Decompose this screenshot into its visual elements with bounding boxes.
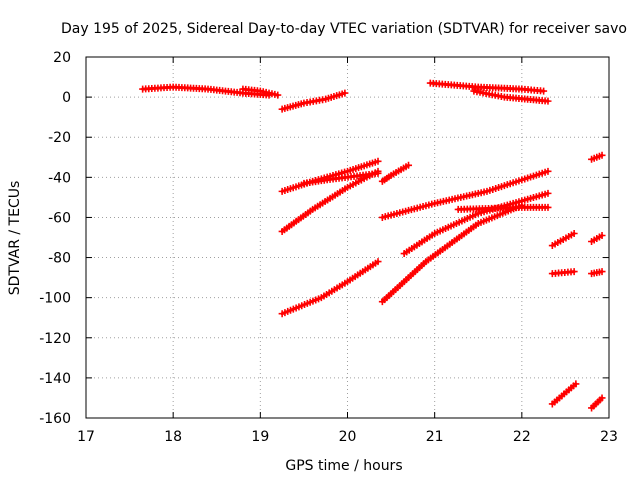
data-series-track-8 (378, 161, 413, 185)
y-tick-label: -120 (39, 331, 71, 347)
x-tick-label: 20 (339, 429, 357, 445)
plus-markers (278, 167, 382, 235)
y-tick-label: 0 (62, 90, 71, 106)
y-tick-label: -160 (39, 411, 71, 427)
y-tick-label: -20 (48, 130, 71, 146)
x-tick-label: 17 (77, 429, 95, 445)
plus-markers (278, 258, 382, 318)
y-tick-label: -40 (48, 170, 71, 186)
x-tick-label: 18 (164, 429, 182, 445)
y-tick-label: -100 (39, 291, 71, 307)
y-tick-label: 20 (53, 50, 71, 66)
data-series-track-10 (378, 201, 526, 306)
x-tick-label: 23 (600, 429, 618, 445)
data-series-track-6 (278, 167, 382, 235)
plus-markers (548, 268, 578, 278)
data-series-track-1 (139, 83, 273, 99)
data-series-track-13 (426, 79, 548, 95)
plus-markers (588, 394, 606, 412)
plus-markers (588, 268, 606, 278)
plus-markers (378, 161, 413, 185)
data-series-track-3 (278, 89, 349, 113)
data-series-track-15 (548, 229, 578, 250)
plus-markers (239, 85, 282, 99)
plus-markers (588, 151, 606, 163)
plus-markers (454, 203, 552, 213)
plus-markers (548, 229, 578, 250)
plus-markers (548, 380, 580, 408)
plus-markers (378, 201, 526, 306)
data-series-track-17 (548, 380, 580, 408)
y-tick-label: -140 (39, 371, 71, 387)
chart-title: Day 195 of 2025, Sidereal Day-to-day VTE… (61, 21, 627, 37)
x-tick-label: 21 (426, 429, 444, 445)
data-series-track-20 (588, 268, 606, 278)
data-series-track-18 (588, 151, 606, 163)
plus-markers (470, 87, 552, 105)
y-axis-title: SDTVAR / TECUs (7, 181, 23, 296)
data-series-track-12 (454, 203, 552, 213)
data-series-track-2 (239, 85, 282, 99)
data-series-track-9 (378, 167, 552, 221)
plus-markers (588, 231, 606, 246)
data-series-track-14 (470, 87, 552, 105)
data-series-track-21 (588, 394, 606, 412)
y-tick-label: -60 (48, 210, 71, 226)
data-series-track-7 (278, 258, 382, 318)
plus-markers (278, 89, 349, 113)
plus-markers (378, 167, 552, 221)
data-series-track-16 (548, 268, 578, 278)
plus-markers (139, 83, 273, 99)
x-tick-label: 22 (513, 429, 531, 445)
x-tick-label: 19 (251, 429, 269, 445)
plus-markers (426, 79, 548, 95)
data-series-track-19 (588, 231, 606, 246)
data-marks (139, 79, 606, 412)
grid-lines (86, 57, 609, 418)
axis-ticks: 17 18 19 20 21 22 23 20 0 -20 -40 -60 -80 -100 -120 -14… (39, 50, 618, 445)
y-tick-label: -80 (48, 251, 71, 267)
x-axis-title: GPS time / hours (285, 458, 402, 474)
